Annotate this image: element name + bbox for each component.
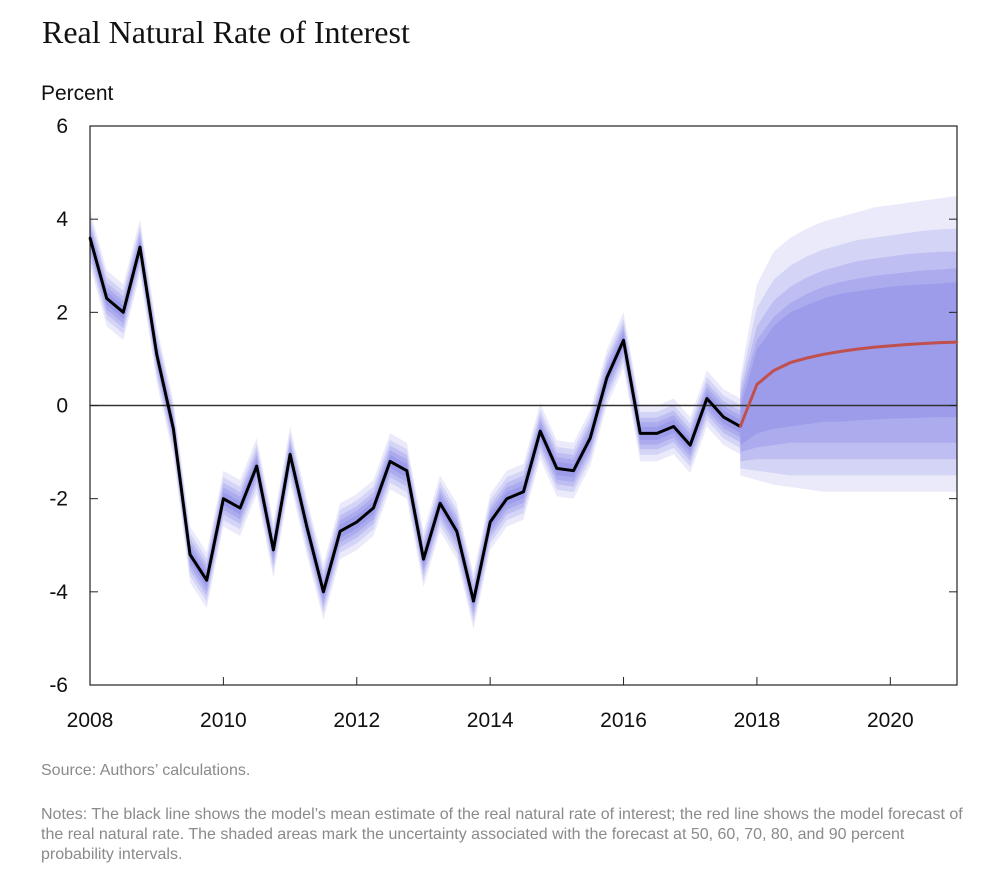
estimate-point xyxy=(655,432,659,435)
x-tick-label: 2010 xyxy=(200,709,247,732)
forecast-point xyxy=(805,356,809,360)
forecast-point xyxy=(822,353,825,356)
estimate-point xyxy=(172,427,175,430)
estimate-point xyxy=(705,397,709,400)
estimate-point xyxy=(322,590,325,594)
estimate-point xyxy=(689,443,692,447)
estimate-point xyxy=(255,464,258,468)
y-tick-label: -6 xyxy=(49,674,68,697)
estimate-point xyxy=(388,460,392,463)
forecast-band-70 xyxy=(740,251,957,462)
line-chart: 6 4 2 0 -2 -4 -6 2008 2010 2012 2014 2016 2018 2020 xyxy=(49,115,959,732)
forecast-point xyxy=(889,344,892,348)
estimate-point xyxy=(138,245,142,249)
forecast-point xyxy=(839,350,842,353)
x-tick-label: 2018 xyxy=(734,709,781,732)
estimate-point xyxy=(188,553,192,556)
source-note: Source: Authors’ calculations. xyxy=(41,762,251,779)
forecast-point xyxy=(955,340,959,344)
estimate-point xyxy=(455,530,459,533)
y-axis-label: Percent xyxy=(41,82,114,105)
estimate-point xyxy=(238,506,242,510)
x-tick-label: 2016 xyxy=(600,709,647,732)
estimate-point xyxy=(122,311,125,314)
x-tick-label: 2008 xyxy=(67,709,114,732)
estimate-point xyxy=(205,578,208,582)
x-tick-label: 2014 xyxy=(467,709,514,732)
estimate-point xyxy=(272,548,275,552)
estimate-point xyxy=(488,520,492,524)
chart-notes: Notes: The black line shows the model’s … xyxy=(41,806,963,863)
forecast-band-80 xyxy=(740,228,957,476)
forecast-band-50 xyxy=(740,282,957,446)
forecast-point xyxy=(755,383,759,386)
estimate-point xyxy=(155,353,158,356)
estimate-point xyxy=(505,497,509,500)
estimate-point xyxy=(639,432,642,435)
estimate-point xyxy=(622,339,625,342)
estimate-point xyxy=(288,453,292,456)
forecast-point xyxy=(905,343,909,346)
estimate-point xyxy=(605,376,609,379)
estimate-point xyxy=(422,558,425,561)
estimate-point xyxy=(355,520,358,524)
estimate-line xyxy=(88,237,742,603)
forecast-point xyxy=(772,369,775,372)
estimate-point xyxy=(372,506,375,510)
estimate-point xyxy=(555,467,559,470)
estimate-point xyxy=(438,502,442,505)
x-tick-label: 2020 xyxy=(867,709,914,732)
estimate-point xyxy=(305,525,308,528)
y-tick-label: -4 xyxy=(49,581,68,604)
estimate-point xyxy=(722,415,725,419)
forecast-point xyxy=(922,342,925,345)
estimate-point xyxy=(538,429,542,433)
forecast-point xyxy=(855,347,859,351)
y-tick-label: 2 xyxy=(56,301,68,324)
forecast-band-90 xyxy=(740,195,957,492)
estimate-point xyxy=(472,599,475,603)
y-tick-label: 4 xyxy=(56,208,68,231)
estimate-point xyxy=(522,490,525,493)
estimate-point xyxy=(88,236,92,239)
estimate-point xyxy=(105,297,108,300)
y-tick-label: 6 xyxy=(56,115,68,138)
estimate-point xyxy=(588,436,592,440)
forecast-line xyxy=(738,340,958,428)
estimate-point xyxy=(222,497,225,500)
estimate-point xyxy=(672,425,675,428)
forecast-point xyxy=(789,361,792,364)
y-tick-label: -2 xyxy=(49,488,68,511)
y-tick-label: 0 xyxy=(56,395,68,418)
forecast-point xyxy=(939,341,942,344)
estimate-point xyxy=(338,530,342,533)
forecast-point xyxy=(739,425,742,428)
estimate-point xyxy=(572,469,575,472)
estimate-point xyxy=(405,469,408,472)
forecast-point xyxy=(872,346,875,349)
x-tick-label: 2012 xyxy=(333,709,380,732)
chart-title: Real Natural Rate of Interest xyxy=(42,14,410,50)
